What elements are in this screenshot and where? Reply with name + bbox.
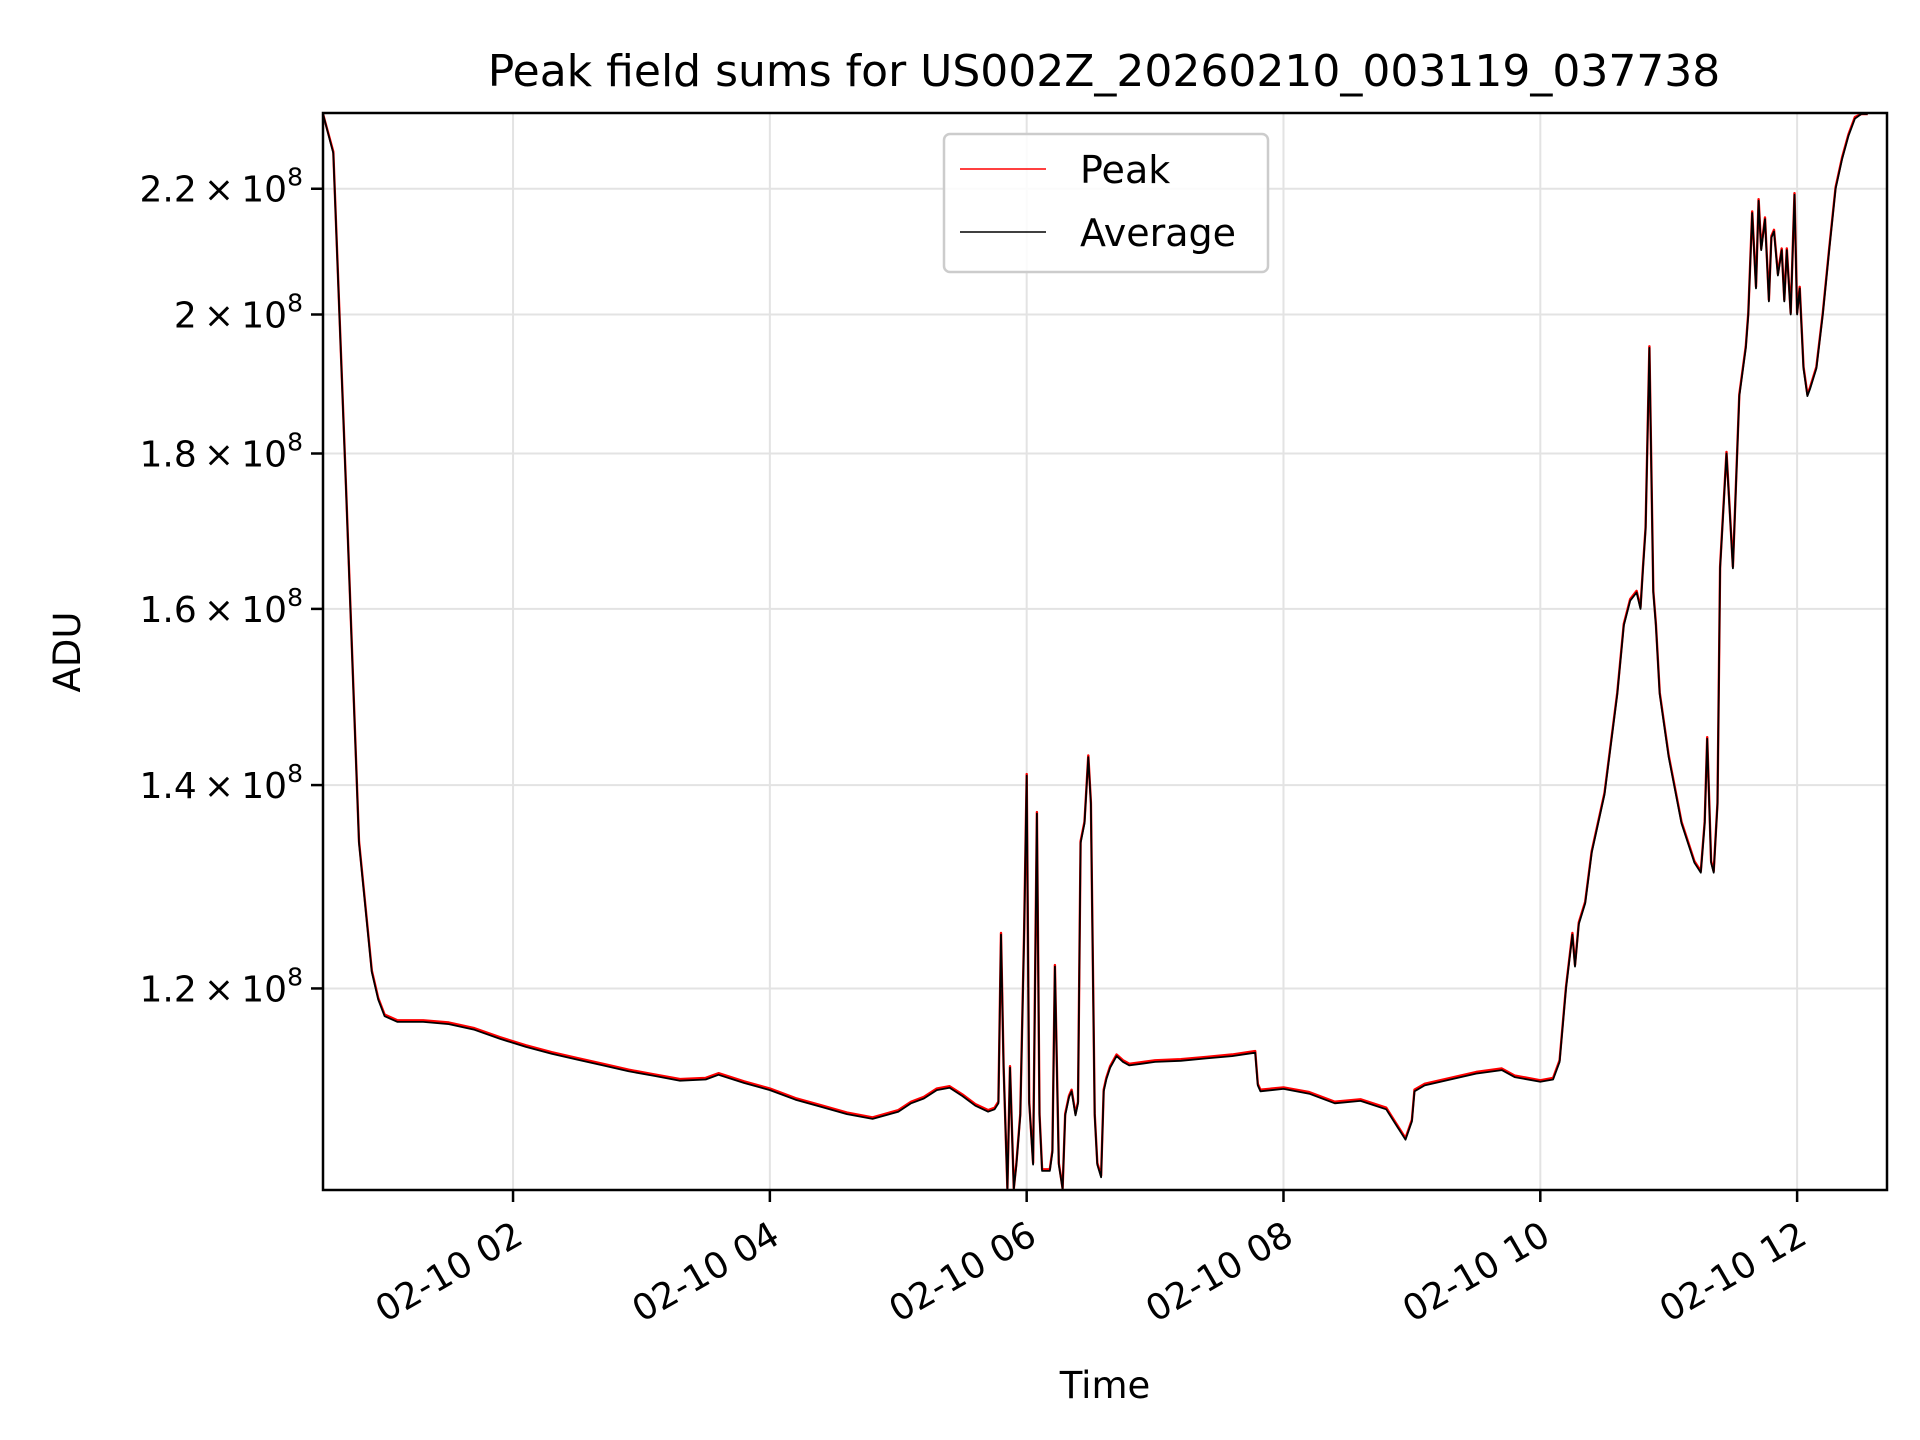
chart-title: Peak field sums for US002Z_20260210_0031… [488, 46, 1721, 97]
y-tick-label: 1.2 × 108 [139, 962, 303, 1010]
x-tick-label: 02-10 10 [1396, 1214, 1557, 1330]
x-tick-label: 02-10 12 [1653, 1214, 1814, 1330]
series-lines [321, 112, 1868, 1190]
x-tick-label: 02-10 08 [1139, 1214, 1300, 1330]
y-axis: 1.2 × 108 1.4 × 108 1.6 × 108 1.8 × 108 2 × … [139, 163, 323, 1010]
y-axis-label: ADU [46, 612, 89, 693]
x-tick-label: 02-10 06 [882, 1214, 1043, 1330]
x-tick-label: 02-10 04 [626, 1214, 787, 1330]
grid [323, 113, 1887, 1190]
plot-frame [321, 111, 1889, 1192]
y-tick-label: 1.4 × 108 [139, 759, 303, 807]
series-line-peak [321, 112, 1868, 1190]
x-axis-label: Time [1059, 1364, 1151, 1407]
legend: Peak Average [942, 132, 1270, 274]
x-tick-label: 02-10 02 [369, 1214, 530, 1330]
legend-label-average: Average [1080, 211, 1236, 255]
legend-label-peak: Peak [1080, 148, 1170, 192]
y-tick-label: 2.2 × 108 [139, 163, 303, 211]
y-tick-label: 1.6 × 108 [139, 583, 303, 631]
x-axis: 02-10 02 02-10 04 02-10 06 02-10 08 02-10 10… [369, 1190, 1814, 1331]
y-tick-label: 2 × 108 [174, 288, 303, 336]
y-tick-label: 1.8 × 108 [139, 428, 303, 476]
series-line-average [322, 113, 1868, 1190]
